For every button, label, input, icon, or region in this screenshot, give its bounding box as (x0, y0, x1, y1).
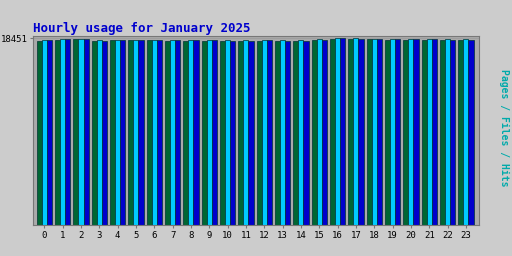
Bar (432, 39, 437, 225)
Bar (102, 41, 107, 225)
Bar (335, 38, 340, 225)
Bar (317, 39, 322, 225)
Bar (60, 39, 65, 225)
Bar (194, 40, 199, 225)
Bar (403, 40, 409, 225)
Bar (230, 40, 236, 225)
Bar (348, 39, 353, 225)
Bar (450, 39, 455, 225)
Bar (170, 40, 175, 225)
Bar (41, 40, 47, 225)
Bar (426, 39, 432, 225)
Bar (115, 40, 120, 225)
Bar (73, 39, 78, 225)
Bar (322, 40, 327, 225)
Bar (395, 39, 400, 225)
Bar (458, 40, 463, 225)
Bar (157, 40, 162, 225)
Bar (285, 40, 290, 225)
Bar (293, 41, 298, 225)
Text: Pages / Files / Hits: Pages / Files / Hits (499, 69, 509, 187)
Bar (78, 39, 83, 225)
Bar (367, 39, 372, 225)
Bar (390, 39, 395, 225)
Bar (414, 39, 419, 225)
Bar (298, 40, 304, 225)
Bar (120, 40, 125, 225)
Bar (243, 40, 248, 225)
Bar (385, 40, 390, 225)
Bar (183, 41, 188, 225)
Bar (133, 40, 139, 225)
Bar (468, 40, 474, 225)
Bar (92, 41, 97, 225)
Bar (146, 40, 152, 225)
Bar (421, 40, 426, 225)
Bar (212, 40, 217, 225)
Bar (202, 41, 207, 225)
Bar (257, 41, 262, 225)
Bar (65, 39, 70, 225)
Bar (128, 40, 133, 225)
Bar (372, 39, 377, 225)
Bar (139, 40, 144, 225)
Bar (207, 40, 212, 225)
Bar (220, 41, 225, 225)
Bar (225, 40, 230, 225)
Bar (463, 39, 468, 225)
Bar (275, 41, 280, 225)
Bar (340, 38, 345, 225)
Bar (353, 38, 358, 225)
Bar (110, 40, 115, 225)
Bar (55, 40, 60, 225)
Bar (440, 40, 445, 225)
Bar (304, 40, 309, 225)
Bar (36, 41, 41, 225)
Bar (47, 40, 52, 225)
Bar (165, 41, 170, 225)
Bar (188, 40, 194, 225)
Bar (267, 40, 272, 225)
Bar (262, 40, 267, 225)
Text: Hourly usage for January 2025: Hourly usage for January 2025 (33, 22, 251, 35)
Bar (311, 40, 317, 225)
Bar (409, 39, 414, 225)
Bar (97, 40, 102, 225)
Bar (330, 39, 335, 225)
Bar (152, 40, 157, 225)
Bar (175, 40, 180, 225)
Bar (358, 38, 364, 225)
Bar (83, 39, 89, 225)
Bar (377, 39, 382, 225)
Bar (280, 40, 285, 225)
Bar (238, 41, 243, 225)
Bar (445, 39, 450, 225)
Bar (248, 41, 253, 225)
